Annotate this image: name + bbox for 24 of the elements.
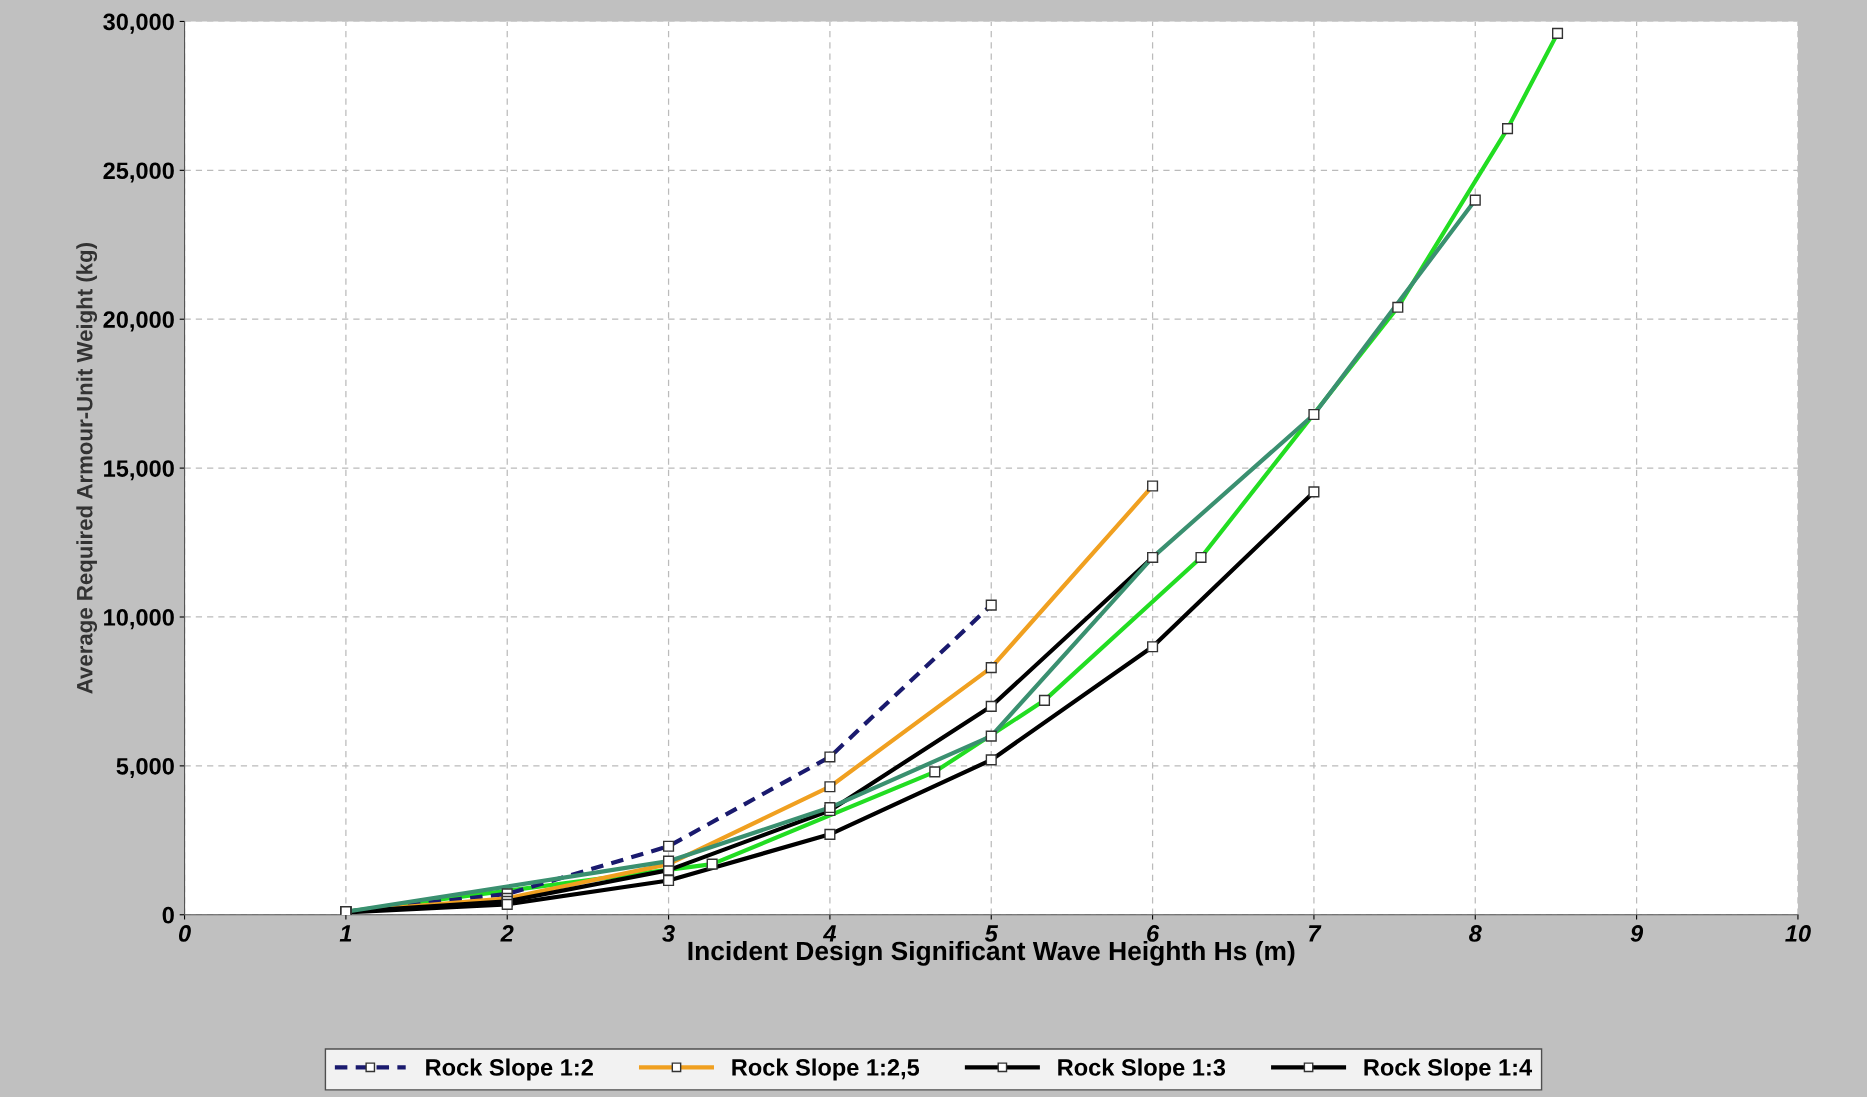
x-tick-label: 1 (339, 925, 352, 942)
y-tick-label: 15,000 (104, 460, 174, 481)
x-tick-label: 9 (1630, 925, 1644, 942)
legend-label: Rock Slope 1:2 (426, 1058, 593, 1081)
x-tick-label: 0 (178, 925, 191, 942)
x-tick-label: 5 (984, 925, 999, 942)
x-tick-label: 10 (1785, 925, 1811, 942)
x-tick-label: 3 (662, 925, 675, 942)
x-tick-label: 6 (1147, 925, 1160, 942)
legend-label: Rock Slope 1:4 (1364, 1058, 1533, 1081)
x-tick-label: 4 (822, 925, 837, 942)
x-tick-label: 7 (1309, 925, 1322, 942)
x-tick-label: 8 (1469, 925, 1482, 942)
y-tick-label: 20,000 (103, 311, 174, 332)
x-tick-label: 2 (500, 925, 514, 942)
x-axis-title: Incident Design Significant Wave Heighth Hs (m) (688, 940, 1295, 966)
y-axis-title: Average Required Armour-Unit Weight (kg) (76, 243, 98, 694)
y-tick-label: 30,000 (103, 13, 174, 34)
y-tick-label: 5,000 (116, 757, 174, 779)
y-tick-label: 0 (162, 906, 174, 924)
y-tick-label: 25,000 (103, 162, 174, 183)
legend-label: Rock Slope 1:2,5 (732, 1058, 920, 1081)
y-tick-label: 10,000 (104, 609, 174, 630)
legend-label: Rock Slope 1:3 (1058, 1058, 1226, 1081)
